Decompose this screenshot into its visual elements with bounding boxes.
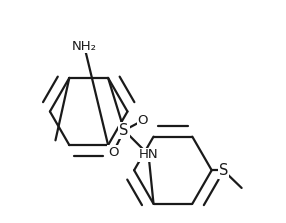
Text: O: O — [108, 146, 118, 159]
Text: HN: HN — [139, 148, 158, 161]
Text: O: O — [138, 114, 148, 127]
Text: NH₂: NH₂ — [72, 40, 97, 53]
Text: S: S — [120, 123, 129, 138]
Text: S: S — [219, 163, 228, 178]
